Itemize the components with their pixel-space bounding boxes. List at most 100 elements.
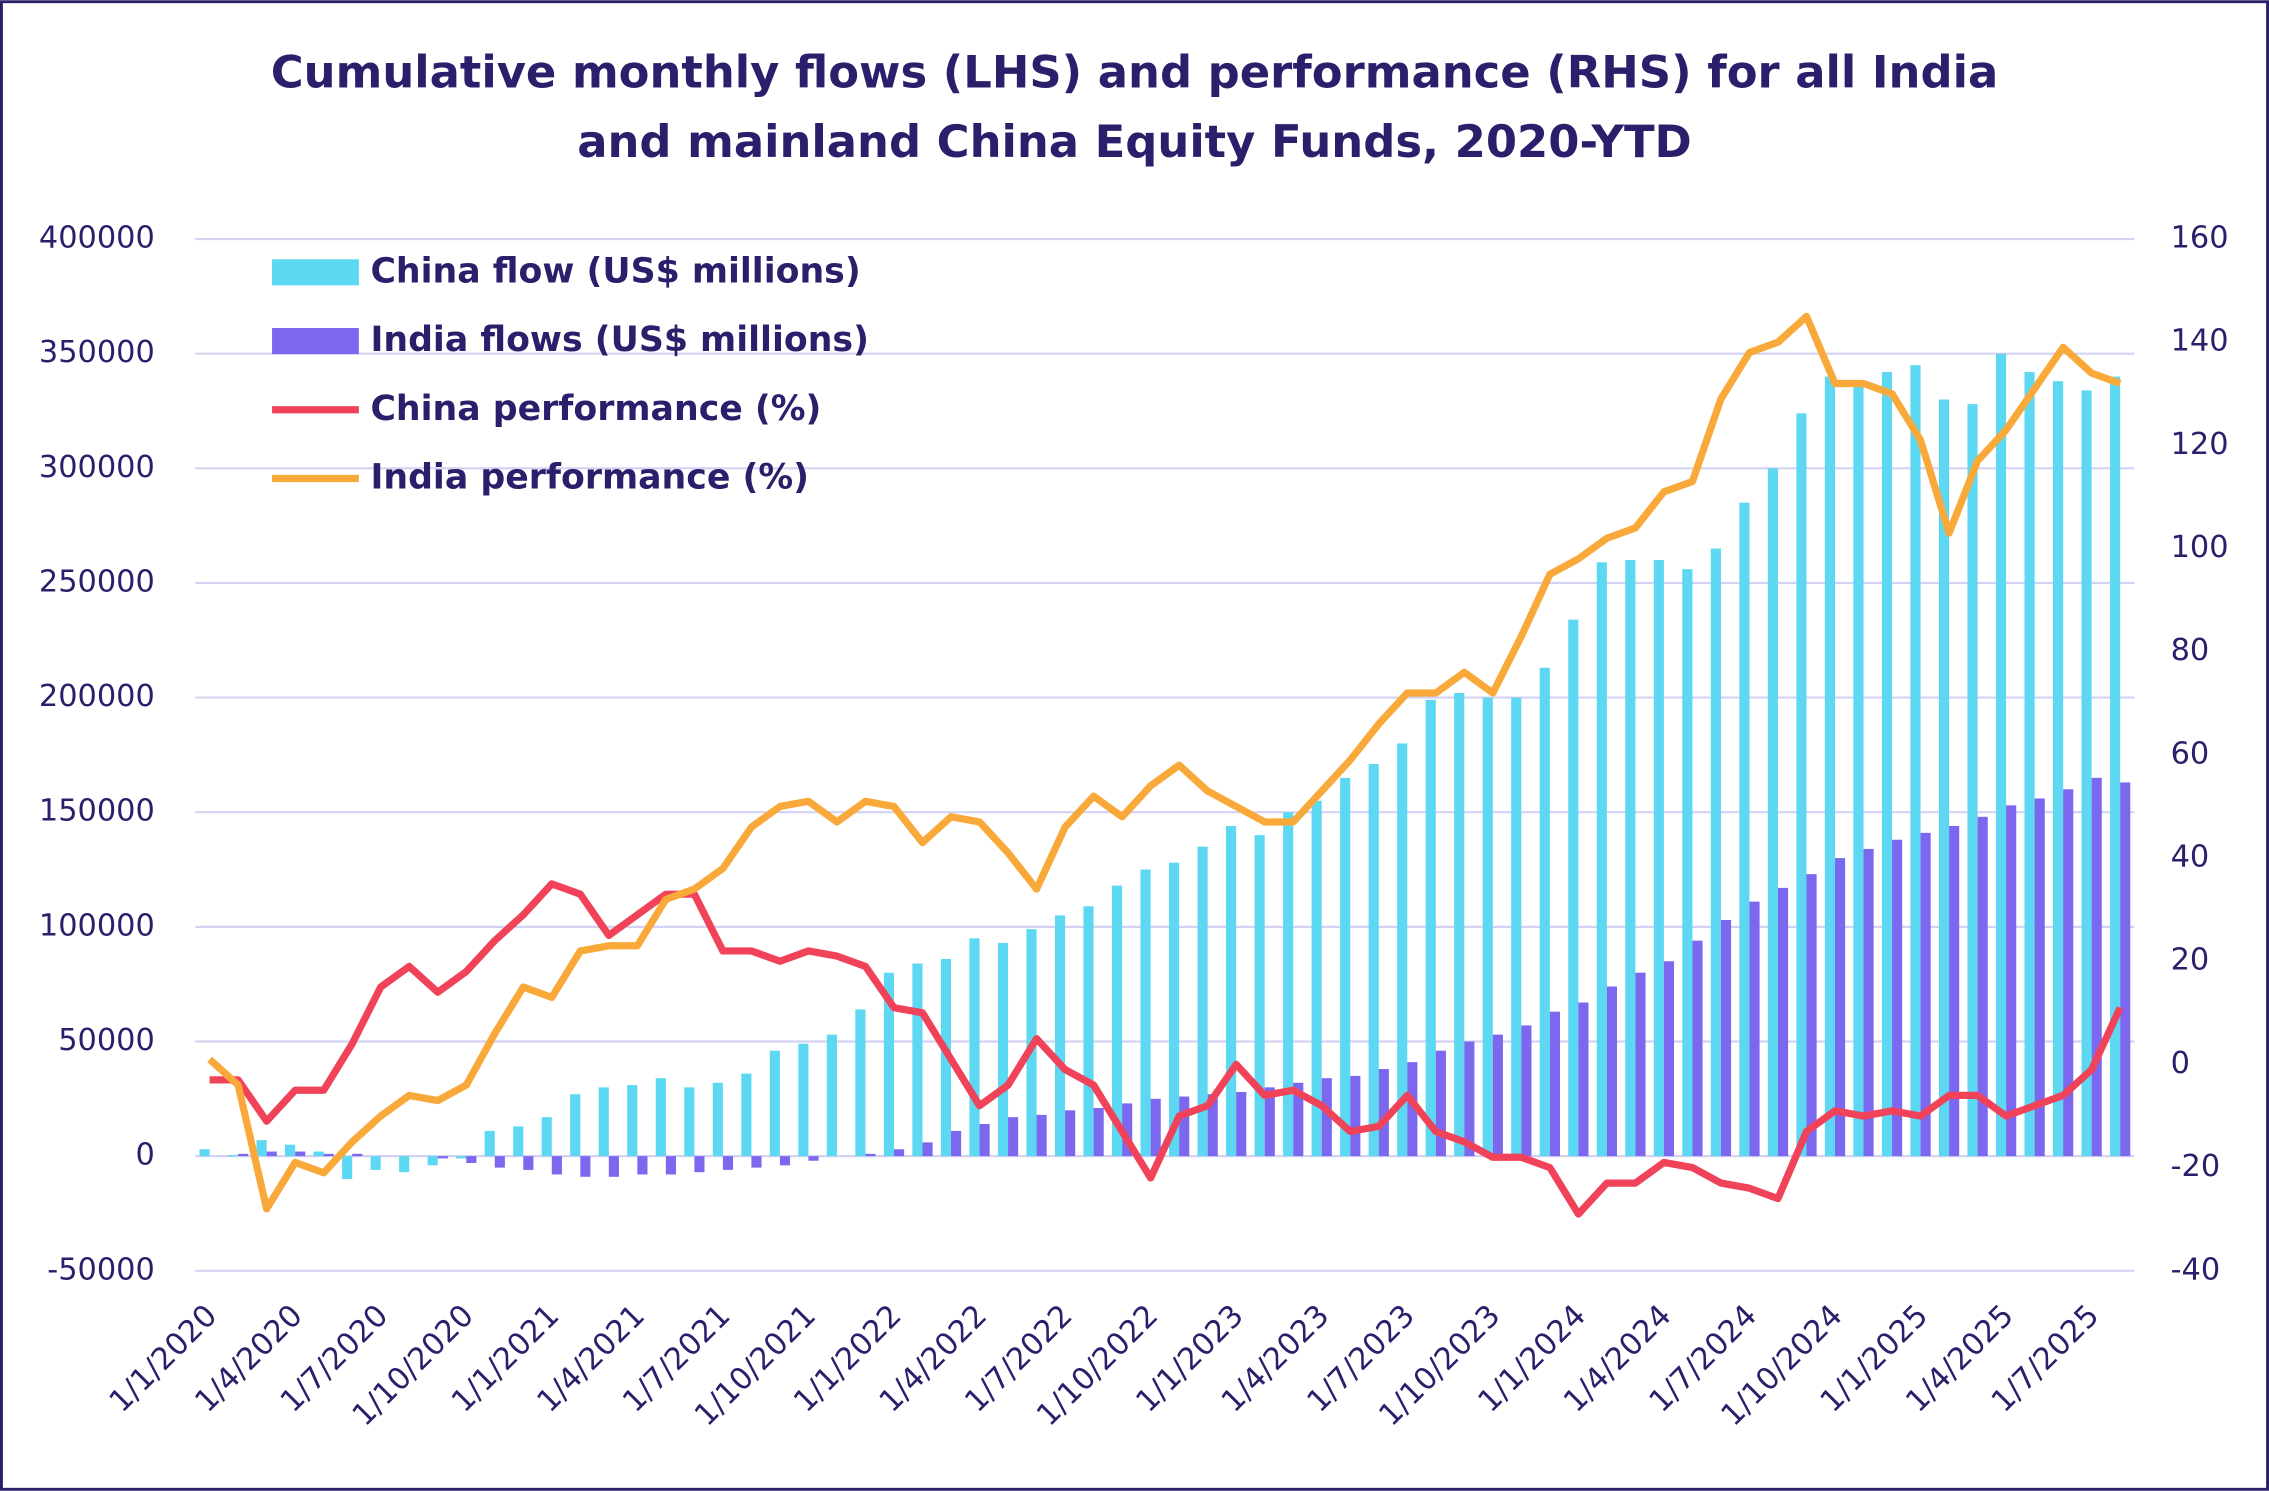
bar xyxy=(1226,825,1237,1157)
bar xyxy=(199,1149,210,1157)
y-tick-label: 250000 xyxy=(39,564,155,599)
bar xyxy=(1824,376,1836,1157)
bar xyxy=(370,1156,381,1170)
bar xyxy=(1892,839,1903,1157)
bar xyxy=(1350,1075,1361,1157)
bar xyxy=(1749,901,1760,1157)
bar xyxy=(570,1094,581,1157)
y2-tick-label: 140 xyxy=(2171,324,2229,359)
bar xyxy=(2110,376,2121,1157)
bar xyxy=(256,1140,267,1157)
bar xyxy=(741,1073,752,1157)
bar xyxy=(484,1130,495,1157)
bar xyxy=(541,1117,552,1157)
legend-swatch xyxy=(272,328,359,355)
bar xyxy=(1454,693,1465,1157)
bar xyxy=(883,972,894,1157)
bar xyxy=(1340,777,1351,1157)
bar xyxy=(2024,372,2035,1157)
bar xyxy=(2091,777,2102,1157)
bar xyxy=(1578,1002,1589,1157)
bar xyxy=(1482,697,1493,1157)
bar xyxy=(1122,1103,1133,1157)
bar xyxy=(342,1156,353,1180)
bar xyxy=(551,1156,562,1175)
bar xyxy=(922,1142,933,1157)
bar xyxy=(1083,906,1094,1157)
bar xyxy=(1606,986,1618,1157)
bar xyxy=(399,1156,410,1173)
bar xyxy=(1197,846,1208,1157)
bar xyxy=(969,938,980,1157)
bar xyxy=(655,1078,666,1157)
bar xyxy=(808,1156,819,1161)
bar xyxy=(1435,1050,1446,1157)
y-tick-label: 400000 xyxy=(39,221,155,256)
line xyxy=(209,880,2124,1218)
bar xyxy=(1920,832,1931,1157)
bar xyxy=(1568,619,1579,1157)
bar xyxy=(1511,697,1522,1157)
bar xyxy=(912,963,923,1157)
bar xyxy=(979,1124,990,1157)
bar xyxy=(523,1156,534,1170)
y2-tick-label: 0 xyxy=(2171,1046,2190,1081)
chart-title: and mainland China Equity Funds, 2020-YT… xyxy=(577,115,1692,168)
bar xyxy=(779,1156,791,1166)
y2-tick-label: 100 xyxy=(2171,530,2229,565)
bar xyxy=(1207,1094,1218,1157)
legend-label: China performance (%) xyxy=(370,389,821,429)
bar xyxy=(313,1151,324,1157)
bar xyxy=(1293,1082,1304,1157)
bar xyxy=(466,1156,477,1164)
bar xyxy=(1910,365,1921,1157)
bar xyxy=(1283,812,1294,1157)
bar xyxy=(1378,1069,1389,1157)
bar xyxy=(1264,1087,1275,1157)
bar xyxy=(1008,1117,1019,1157)
bar xyxy=(227,1154,239,1157)
legend-swatch xyxy=(272,259,359,286)
bar xyxy=(712,1082,723,1157)
bar xyxy=(751,1156,762,1168)
bar xyxy=(513,1126,524,1157)
y-tick-label: 100000 xyxy=(39,908,155,943)
bar xyxy=(1835,858,1846,1157)
bar xyxy=(1682,569,1693,1157)
bar xyxy=(1635,972,1646,1157)
bar xyxy=(2034,798,2045,1157)
y2-tick-label: 160 xyxy=(2171,221,2229,256)
bar xyxy=(1692,940,1703,1157)
y2-tick-label: 60 xyxy=(2171,736,2210,771)
bar xyxy=(1521,1025,1532,1157)
bar xyxy=(437,1156,448,1159)
chart-title: Cumulative monthly flows (LHS) and perfo… xyxy=(271,46,1998,99)
bar xyxy=(1863,848,1874,1157)
y2-tick-label: 80 xyxy=(2171,633,2210,668)
bar xyxy=(1796,413,1807,1157)
bar xyxy=(1054,915,1066,1157)
bar xyxy=(295,1151,306,1157)
bar xyxy=(1949,825,1960,1157)
bar xyxy=(266,1151,277,1157)
y2-tick-label: 120 xyxy=(2171,427,2229,462)
bar xyxy=(1150,1098,1161,1157)
bar xyxy=(627,1085,638,1157)
bar xyxy=(722,1156,734,1170)
y-tick-label: 300000 xyxy=(39,450,155,485)
bar xyxy=(855,1009,866,1157)
bar xyxy=(1995,353,2007,1157)
bar xyxy=(1169,862,1180,1157)
bar xyxy=(1179,1096,1190,1157)
bar xyxy=(1967,404,1978,1157)
bar xyxy=(598,1087,609,1157)
bar xyxy=(238,1153,249,1157)
y2-tick-label: -40 xyxy=(2171,1252,2221,1287)
bar xyxy=(1625,560,1636,1157)
bar xyxy=(1777,887,1789,1157)
bar xyxy=(2006,805,2017,1157)
bar xyxy=(1938,399,1950,1157)
bar xyxy=(1425,699,1436,1157)
bar xyxy=(456,1156,467,1159)
